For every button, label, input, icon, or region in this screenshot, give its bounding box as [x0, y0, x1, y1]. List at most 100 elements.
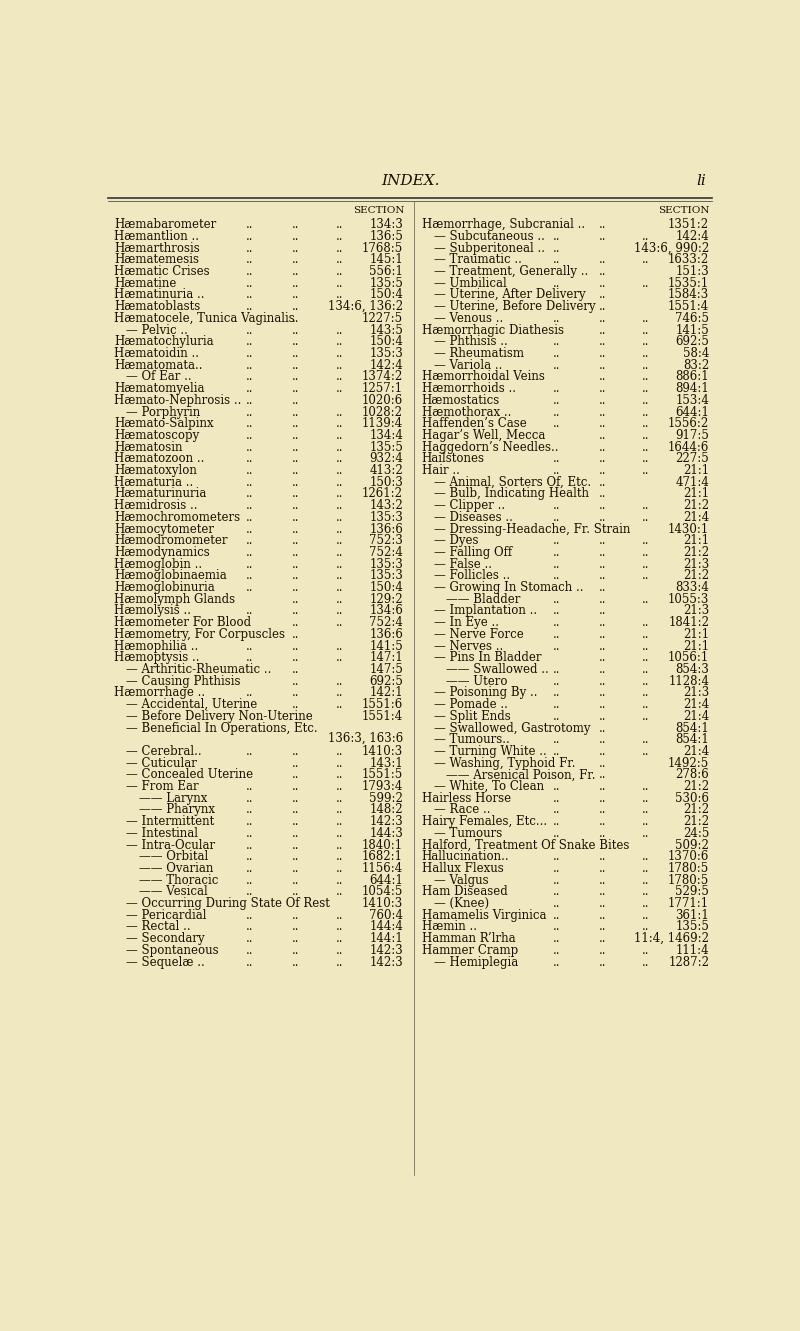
- Text: ..: ..: [642, 311, 650, 325]
- Text: 894:1: 894:1: [675, 382, 709, 395]
- Text: — Dressing-Headache, Fr. Strain: — Dressing-Headache, Fr. Strain: [434, 523, 630, 535]
- Text: ..: ..: [246, 792, 254, 805]
- Text: ..: ..: [246, 558, 254, 571]
- Text: 752:3: 752:3: [369, 534, 403, 547]
- Text: ..: ..: [553, 628, 561, 642]
- Text: ..: ..: [246, 242, 254, 254]
- Text: ..: ..: [336, 406, 343, 418]
- Text: ..: ..: [599, 218, 606, 232]
- Text: ..: ..: [246, 511, 254, 524]
- Text: ..: ..: [336, 253, 343, 266]
- Text: ..: ..: [553, 230, 561, 244]
- Text: 833:4: 833:4: [675, 582, 709, 594]
- Text: — Porphyrin: — Porphyrin: [126, 406, 201, 418]
- Text: ..: ..: [599, 956, 606, 969]
- Text: 150:4: 150:4: [369, 335, 403, 349]
- Text: ..: ..: [553, 311, 561, 325]
- Text: ..: ..: [246, 441, 254, 454]
- Text: ..: ..: [292, 406, 300, 418]
- Text: 129:2: 129:2: [370, 592, 403, 606]
- Text: ..: ..: [292, 604, 300, 618]
- Text: ..: ..: [336, 358, 343, 371]
- Text: — Clipper ..: — Clipper ..: [434, 499, 505, 512]
- Text: Hæmatoscopy: Hæmatoscopy: [114, 429, 199, 442]
- Text: ..: ..: [336, 265, 343, 278]
- Text: ..: ..: [292, 370, 300, 383]
- Text: ..: ..: [553, 534, 561, 547]
- Text: ..: ..: [553, 382, 561, 395]
- Text: — In Eye ..: — In Eye ..: [434, 616, 499, 630]
- Text: ..: ..: [642, 465, 650, 476]
- Text: ..: ..: [599, 792, 606, 805]
- Text: 1535:1: 1535:1: [668, 277, 709, 290]
- Text: ..: ..: [599, 745, 606, 757]
- Text: 1287:2: 1287:2: [668, 956, 709, 969]
- Text: — Pomade ..: — Pomade ..: [434, 697, 508, 711]
- Text: ..: ..: [599, 851, 606, 864]
- Text: ..: ..: [553, 897, 561, 910]
- Text: ..: ..: [246, 745, 254, 757]
- Text: 58:4: 58:4: [682, 347, 709, 359]
- Text: ..: ..: [292, 417, 300, 430]
- Text: ..: ..: [642, 230, 650, 244]
- Text: ..: ..: [599, 687, 606, 699]
- Text: ..: ..: [599, 335, 606, 349]
- Text: — Animal, Sorters Of, Etc.: — Animal, Sorters Of, Etc.: [434, 475, 591, 488]
- Text: 1841:2: 1841:2: [668, 616, 709, 630]
- Text: ..: ..: [292, 756, 300, 769]
- Text: ..: ..: [292, 687, 300, 699]
- Text: ..: ..: [292, 815, 300, 828]
- Text: ..: ..: [599, 406, 606, 418]
- Text: ..: ..: [292, 663, 300, 676]
- Text: ..: ..: [246, 780, 254, 793]
- Text: 1551:4: 1551:4: [668, 301, 709, 313]
- Text: ..: ..: [599, 382, 606, 395]
- Text: ..: ..: [292, 358, 300, 371]
- Text: 142:4: 142:4: [675, 230, 709, 244]
- Text: ..: ..: [292, 475, 300, 488]
- Text: 151:3: 151:3: [675, 265, 709, 278]
- Text: ..: ..: [292, 932, 300, 945]
- Text: 1374:2: 1374:2: [362, 370, 403, 383]
- Text: ..: ..: [336, 932, 343, 945]
- Text: ..: ..: [642, 534, 650, 547]
- Text: ..: ..: [599, 862, 606, 874]
- Text: — Subcutaneous ..: — Subcutaneous ..: [434, 230, 545, 244]
- Text: ..: ..: [292, 511, 300, 524]
- Text: ..: ..: [642, 944, 650, 957]
- Text: ..: ..: [599, 394, 606, 407]
- Text: ..: ..: [246, 815, 254, 828]
- Text: — Occurring During State Of Rest: — Occurring During State Of Rest: [126, 897, 330, 910]
- Text: ..: ..: [599, 265, 606, 278]
- Text: — Treatment, Generally ..: — Treatment, Generally ..: [434, 265, 588, 278]
- Text: — Implantation ..: — Implantation ..: [434, 604, 537, 618]
- Text: ..: ..: [599, 534, 606, 547]
- Text: ..: ..: [292, 323, 300, 337]
- Text: 141:5: 141:5: [675, 323, 709, 337]
- Text: ..: ..: [553, 347, 561, 359]
- Text: 1771:1: 1771:1: [668, 897, 709, 910]
- Text: ..: ..: [246, 382, 254, 395]
- Text: 1139:4: 1139:4: [362, 417, 403, 430]
- Text: Hæmometer For Blood: Hæmometer For Blood: [114, 616, 251, 630]
- Text: 1492:5: 1492:5: [668, 756, 709, 769]
- Text: 932:4: 932:4: [369, 453, 403, 466]
- Text: 1644:6: 1644:6: [668, 441, 709, 454]
- Text: ..: ..: [599, 230, 606, 244]
- Text: ..: ..: [292, 465, 300, 476]
- Text: ..: ..: [336, 523, 343, 535]
- Text: ..: ..: [246, 956, 254, 969]
- Text: ..: ..: [642, 651, 650, 664]
- Text: ..: ..: [292, 335, 300, 349]
- Text: ..: ..: [292, 230, 300, 244]
- Text: ..: ..: [642, 592, 650, 606]
- Text: 1780:5: 1780:5: [668, 862, 709, 874]
- Text: — Sequelæ ..: — Sequelæ ..: [126, 956, 205, 969]
- Text: ..: ..: [246, 335, 254, 349]
- Text: ..: ..: [292, 804, 300, 816]
- Text: ..: ..: [553, 932, 561, 945]
- Text: ..: ..: [292, 253, 300, 266]
- Text: 143:2: 143:2: [370, 499, 403, 512]
- Text: ..: ..: [292, 582, 300, 594]
- Text: 11:4, 1469:2: 11:4, 1469:2: [634, 932, 709, 945]
